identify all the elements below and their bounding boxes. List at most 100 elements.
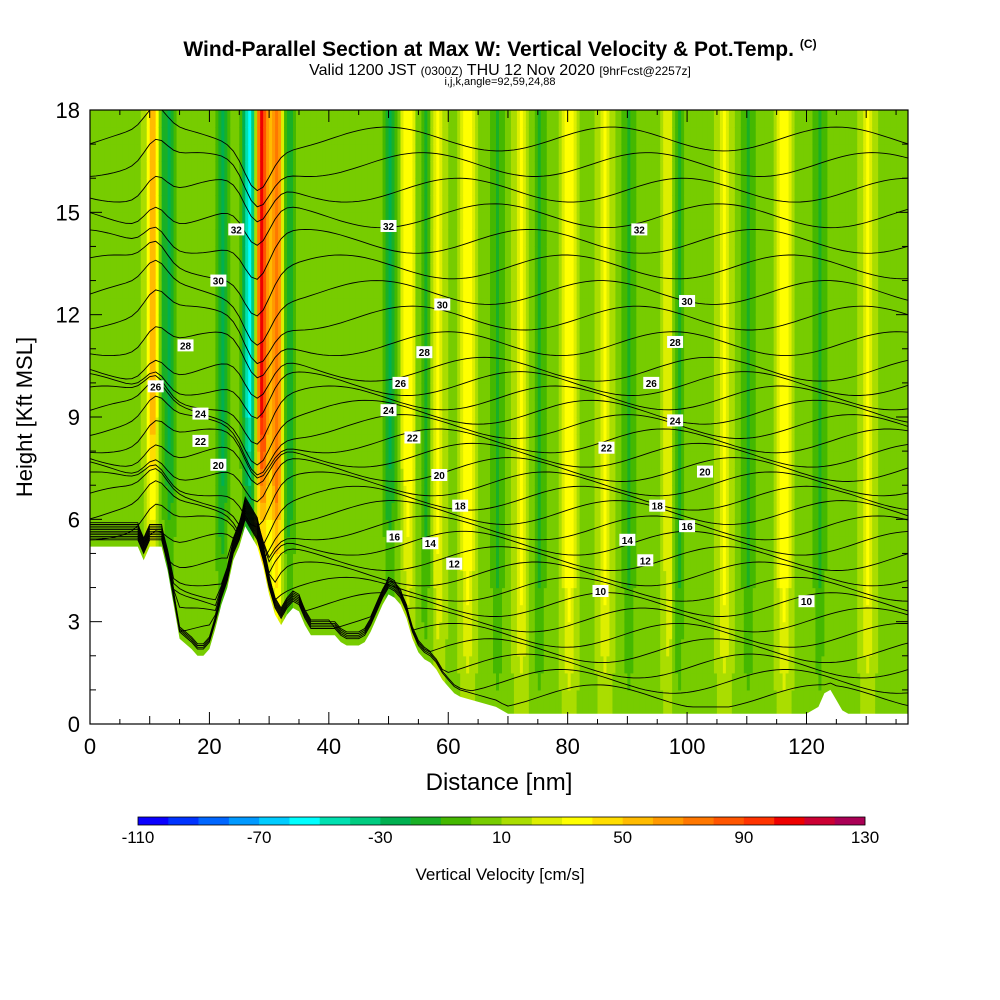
velocity-cell — [427, 519, 431, 537]
velocity-cell — [101, 348, 106, 367]
velocity-cell — [460, 110, 464, 128]
velocity-cell — [337, 434, 342, 452]
velocity-cell — [364, 195, 369, 213]
velocity-cell — [370, 229, 375, 248]
velocity-cell — [176, 451, 181, 469]
velocity-cell — [143, 212, 148, 230]
velocity-cell — [475, 365, 479, 384]
velocity-cell — [290, 434, 294, 452]
velocity-cell — [272, 178, 276, 196]
velocity-cell — [107, 314, 112, 333]
velocity-cell — [463, 195, 467, 213]
velocity-cell — [499, 399, 503, 418]
velocity-cell — [170, 229, 175, 248]
velocity-cell — [391, 365, 396, 384]
velocity-cell — [406, 280, 411, 299]
velocity-cell — [364, 365, 369, 384]
velocity-cell — [487, 434, 491, 452]
velocity-cell — [388, 314, 393, 333]
velocity-cell — [391, 382, 396, 401]
velocity-cell — [370, 331, 375, 350]
velocity-cell — [310, 127, 315, 145]
velocity-cell — [493, 399, 497, 418]
velocity-cell — [284, 417, 288, 435]
velocity-cell — [322, 365, 327, 384]
velocity-cell — [215, 280, 219, 299]
velocity-cell — [469, 451, 473, 469]
velocity-cell — [290, 280, 294, 299]
velocity-cell — [95, 417, 100, 435]
velocity-cell — [245, 382, 249, 401]
velocity-cell — [173, 399, 178, 418]
velocity-cell — [167, 451, 172, 469]
velocity-cell — [167, 178, 172, 196]
velocity-cell — [397, 365, 402, 384]
velocity-cell — [203, 314, 208, 333]
velocity-cell — [119, 485, 124, 503]
velocity-cell — [418, 417, 422, 435]
velocity-cell — [304, 570, 309, 589]
velocity-cell — [481, 212, 485, 230]
velocity-cell — [95, 502, 100, 520]
velocity-cell — [197, 178, 202, 196]
velocity-cell — [487, 587, 491, 606]
velocity-cell — [170, 434, 175, 452]
velocity-cell — [421, 331, 425, 350]
velocity-cell — [251, 399, 255, 418]
velocity-cell — [427, 178, 431, 196]
velocity-cell — [316, 229, 321, 248]
velocity-cell — [355, 570, 360, 589]
velocity-cell — [185, 348, 190, 367]
velocity-cell — [415, 638, 419, 657]
velocity-cell — [203, 451, 208, 469]
velocity-cell — [421, 110, 425, 128]
velocity-cell — [203, 212, 208, 230]
velocity-cell — [119, 110, 124, 128]
velocity-cell — [140, 314, 145, 333]
velocity-cell — [293, 144, 297, 162]
velocity-cell — [293, 229, 297, 248]
velocity-cell — [143, 161, 148, 179]
velocity-cell — [445, 178, 449, 196]
velocity-cell — [295, 178, 300, 196]
velocity-cell — [278, 434, 282, 452]
velocity-cell — [275, 604, 279, 623]
velocity-cell — [460, 161, 464, 179]
velocity-cell — [499, 144, 503, 162]
velocity-cell — [295, 587, 300, 606]
velocity-cell — [310, 212, 315, 230]
velocity-cell — [328, 399, 333, 418]
velocity-cell — [206, 229, 211, 248]
velocity-cell — [436, 144, 440, 162]
velocity-cell — [295, 263, 300, 282]
velocity-cell — [95, 365, 100, 384]
velocity-cell — [173, 297, 178, 316]
velocity-cell — [242, 451, 246, 469]
velocity-cell — [385, 434, 390, 452]
velocity-cell — [433, 178, 437, 196]
velocity-cell — [304, 314, 309, 333]
velocity-cell — [424, 621, 428, 640]
velocity-cell — [113, 229, 118, 248]
velocity-cell — [394, 110, 399, 128]
velocity-cell — [194, 519, 199, 537]
velocity-cell — [499, 485, 503, 503]
velocity-cell — [325, 178, 330, 196]
velocity-cell — [355, 280, 360, 299]
velocity-cell — [287, 297, 291, 316]
velocity-cell — [325, 127, 330, 145]
velocity-cell — [448, 399, 452, 418]
velocity-cell — [409, 110, 414, 128]
velocity-cell — [152, 434, 157, 452]
velocity-cell — [343, 365, 348, 384]
velocity-cell — [227, 399, 231, 418]
velocity-cell — [95, 314, 100, 333]
velocity-cell — [161, 451, 166, 469]
velocity-cell — [334, 604, 339, 623]
velocity-cell — [457, 434, 461, 452]
velocity-cell — [92, 229, 97, 248]
velocity-cell — [218, 348, 222, 367]
velocity-cell — [487, 485, 491, 503]
velocity-cell — [403, 536, 408, 555]
velocity-cell — [394, 502, 399, 520]
